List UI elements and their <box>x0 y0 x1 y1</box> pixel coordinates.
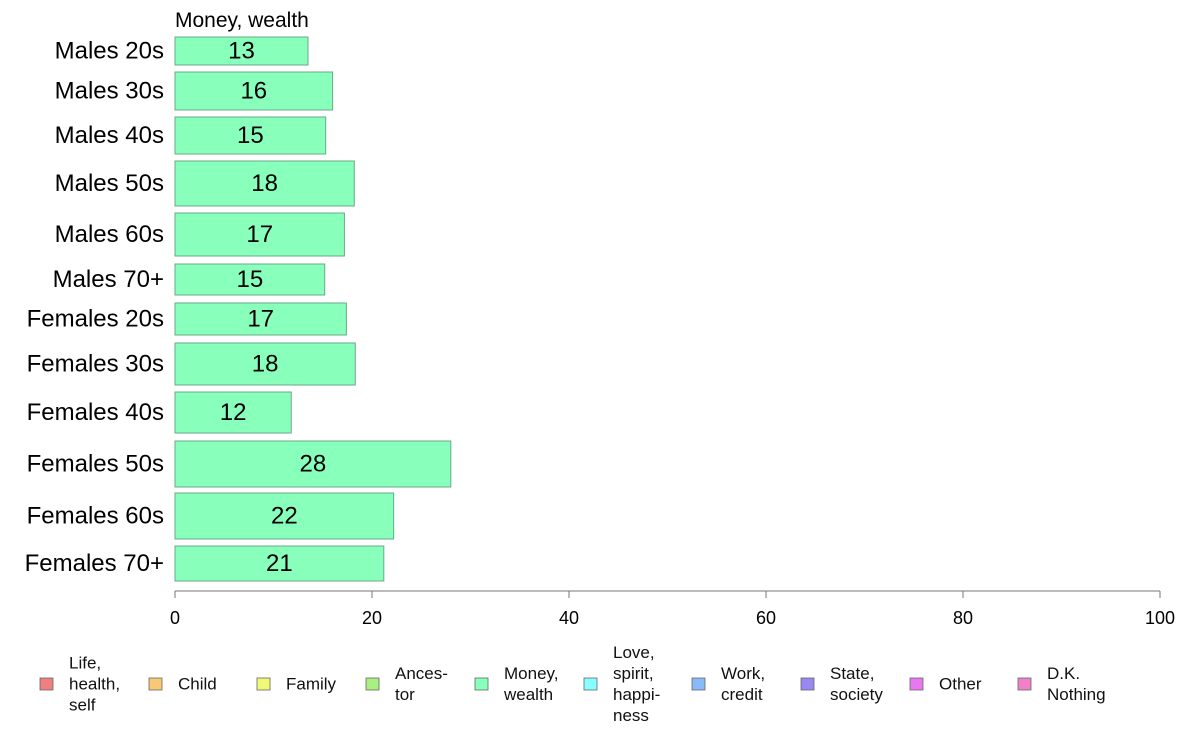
legend-item: Love, spirit, happi-ness <box>583 643 660 725</box>
legend-label: self <box>69 696 96 715</box>
value-label: 15 <box>237 122 264 149</box>
value-label: 21 <box>266 550 293 577</box>
legend-label: health, <box>69 675 120 694</box>
value-label: 28 <box>300 451 327 478</box>
legend-label: Work, <box>721 664 765 683</box>
x-tick-label: 40 <box>559 608 579 628</box>
category-label: Females 30s <box>27 351 164 378</box>
category-label: Males 50s <box>55 170 164 197</box>
legend-item: Work, credit <box>691 664 765 704</box>
legend-label: tor <box>395 685 415 704</box>
legend-item: Money, wealth <box>474 664 559 704</box>
legend-swatch <box>909 677 924 691</box>
value-label: 15 <box>237 266 264 293</box>
legend-label: ness <box>613 706 649 725</box>
legend-label: State, <box>830 664 874 683</box>
legend-swatch <box>800 677 815 691</box>
bar <box>174 263 326 296</box>
category-label: Females 20s <box>27 306 164 333</box>
value-label: 22 <box>271 503 298 530</box>
legend-label: Child <box>178 675 217 694</box>
bar <box>174 391 292 434</box>
category-label: Males 30s <box>55 78 164 105</box>
legend-label: Family <box>286 675 337 694</box>
category-label: Females 40s <box>27 399 164 426</box>
category-label: Males 20s <box>55 38 164 65</box>
bar <box>174 36 309 66</box>
bars: Males 20s 13 Males 30s 16 Males 40s 15 Males 5… <box>25 36 452 582</box>
x-tick-label: 60 <box>756 608 776 628</box>
bar <box>174 302 347 336</box>
legend-swatch <box>39 677 54 691</box>
legend-label: society <box>830 685 883 704</box>
legend-label: Ances- <box>395 664 448 683</box>
legend-label: Other <box>939 675 982 694</box>
legend-swatch <box>148 677 163 691</box>
legend-label: credit <box>721 685 763 704</box>
legend-swatch <box>474 677 489 691</box>
legend-label: Money, <box>504 664 559 683</box>
legend-swatch <box>691 677 706 691</box>
category-label: Males 70+ <box>53 266 164 293</box>
category-label: Females 60s <box>27 503 164 530</box>
legend-item: State, society <box>800 664 883 704</box>
value-label: 12 <box>220 399 247 426</box>
legend-item: Life, health, self <box>39 654 120 715</box>
legend-label: D.K. <box>1047 664 1080 683</box>
bar <box>174 545 385 582</box>
value-label: 17 <box>247 306 274 333</box>
bar <box>174 116 327 155</box>
legend-swatch <box>1017 677 1032 691</box>
legend-item: Other <box>909 675 982 694</box>
legend-item: Ances-tor <box>365 664 448 704</box>
category-label: Females 50s <box>27 451 164 478</box>
value-label: 16 <box>240 78 267 105</box>
x-tick-label: 80 <box>953 608 973 628</box>
legend-label: Love, <box>613 643 655 662</box>
bar <box>174 342 356 386</box>
bar <box>174 71 334 111</box>
bar <box>174 492 395 540</box>
legend-label: happi- <box>613 685 660 704</box>
bar <box>174 212 345 257</box>
value-label: 18 <box>251 170 278 197</box>
x-axis: 0 20 40 60 80 100 <box>170 590 1175 628</box>
legend-label: Life, <box>69 654 101 673</box>
legend-label: Nothing <box>1047 685 1106 704</box>
legend: Life, health, self Child Family Ances-tor Mone… <box>39 643 1106 725</box>
legend-label: wealth <box>503 685 553 704</box>
value-label: 17 <box>246 221 273 248</box>
category-label: Females 70+ <box>25 550 164 577</box>
category-label: Males 40s <box>55 122 164 149</box>
bar <box>174 160 355 207</box>
category-label: Males 60s <box>55 221 164 248</box>
legend-swatch <box>583 677 598 691</box>
legend-item: Family <box>256 675 337 694</box>
x-tick-label: 100 <box>1145 608 1175 628</box>
legend-item: Child <box>148 675 217 694</box>
legend-swatch <box>256 677 271 691</box>
x-tick-label: 0 <box>170 608 180 628</box>
legend-label: spirit, <box>613 664 654 683</box>
value-label: 18 <box>252 351 279 378</box>
bar <box>174 440 452 488</box>
x-tick-label: 20 <box>362 608 382 628</box>
legend-swatch <box>365 677 380 691</box>
value-label: 13 <box>228 38 255 65</box>
legend-item: D.K. Nothing <box>1017 664 1106 704</box>
panel-title: Money, wealth <box>175 9 309 32</box>
